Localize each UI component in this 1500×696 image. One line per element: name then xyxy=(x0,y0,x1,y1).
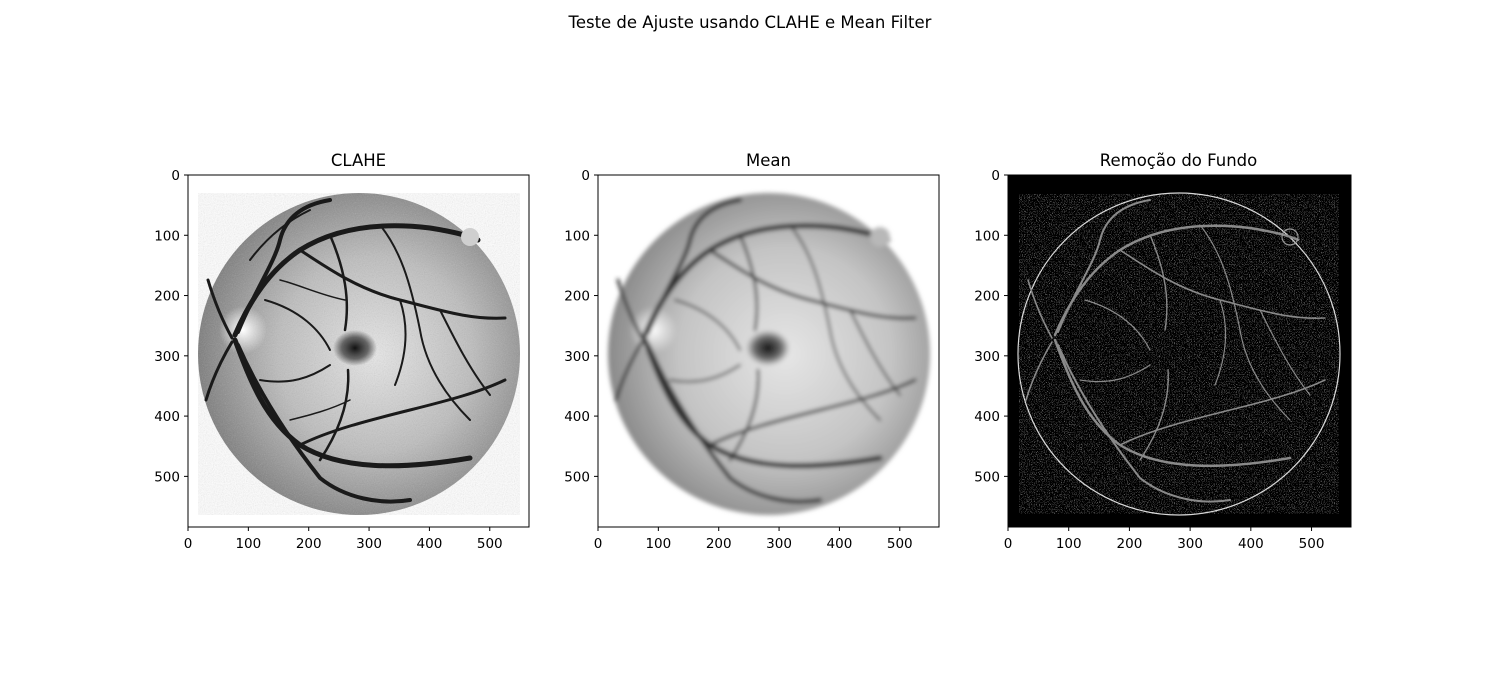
x-tick-label: 500 xyxy=(1299,536,1325,552)
axes-frame-mean xyxy=(597,174,940,528)
y-tick-label: 300 xyxy=(974,349,1000,365)
panel-title-background-removal: Remoção do Fundo xyxy=(1100,151,1257,170)
fovea xyxy=(746,330,790,366)
lesion-spot xyxy=(870,227,890,247)
axes-frame-clahe xyxy=(187,174,530,528)
y-tick-label: 300 xyxy=(564,349,590,365)
y-tick-label: 200 xyxy=(154,289,180,305)
y-ticks-mean: 0 100 200 300 400 500 xyxy=(564,168,598,485)
y-tick-label: 400 xyxy=(564,409,590,425)
x-tick-label: 400 xyxy=(417,536,443,552)
y-tick-label: 100 xyxy=(974,228,1000,244)
y-tick-label: 0 xyxy=(991,168,1000,184)
y-tick-label: 400 xyxy=(974,409,1000,425)
x-tick-label: 0 xyxy=(1004,536,1013,552)
x-tick-label: 300 xyxy=(1177,536,1203,552)
y-tick-label: 200 xyxy=(564,289,590,305)
x-tick-label: 300 xyxy=(766,536,792,552)
x-tick-label: 400 xyxy=(827,536,853,552)
x-tick-label: 400 xyxy=(1238,536,1264,552)
y-ticks-clahe: 0 100 200 300 400 500 xyxy=(154,168,188,485)
y-tick-label: 100 xyxy=(154,228,180,244)
panel-clahe: CLAHE xyxy=(154,151,530,552)
panel-title-clahe: CLAHE xyxy=(331,151,386,170)
x-tick-label: 200 xyxy=(706,536,732,552)
x-tick-label: 200 xyxy=(1117,536,1143,552)
y-tick-label: 200 xyxy=(974,289,1000,305)
panel-title-mean: Mean xyxy=(746,151,791,170)
y-tick-label: 400 xyxy=(154,409,180,425)
x-ticks-clahe: 0 100 200 300 400 500 xyxy=(184,527,503,552)
fundus-image-mean xyxy=(608,193,930,515)
y-tick-label: 500 xyxy=(974,469,1000,485)
vessel-network xyxy=(1025,199,1326,503)
x-tick-label: 200 xyxy=(296,536,322,552)
axes-frame-background-removal xyxy=(1007,174,1352,528)
x-tick-label: 0 xyxy=(184,536,193,552)
fovea xyxy=(333,330,377,366)
x-tick-label: 0 xyxy=(594,536,603,552)
y-tick-label: 500 xyxy=(154,469,180,485)
y-tick-label: 100 xyxy=(564,228,590,244)
vessel-network xyxy=(204,198,507,504)
x-tick-label: 100 xyxy=(645,536,671,552)
x-tick-label: 500 xyxy=(887,536,913,552)
x-ticks-background-removal: 0 100 200 300 400 500 xyxy=(1004,527,1325,552)
vessel-network xyxy=(614,198,917,504)
fundus-image-clahe xyxy=(198,193,520,515)
panel-mean: Mean 0 10 xyxy=(564,151,940,552)
x-ticks-mean: 0 100 200 300 400 500 xyxy=(594,527,913,552)
y-tick-label: 0 xyxy=(171,168,180,184)
y-tick-label: 500 xyxy=(564,469,590,485)
y-tick-label: 0 xyxy=(581,168,590,184)
retina-rim xyxy=(1017,192,1341,516)
lesion-spot xyxy=(1281,228,1299,246)
y-tick-label: 300 xyxy=(154,349,180,365)
x-tick-label: 300 xyxy=(356,536,382,552)
x-tick-label: 100 xyxy=(235,536,261,552)
y-ticks-background-removal: 0 100 200 300 400 500 xyxy=(974,168,1008,485)
retina-speckle xyxy=(1019,194,1339,514)
fundus-image-background-removal xyxy=(1017,192,1341,516)
x-tick-label: 500 xyxy=(477,536,503,552)
panel-background-removal: Remoção do Fundo xyxy=(974,151,1352,552)
x-tick-label: 100 xyxy=(1056,536,1082,552)
figure-suptitle: Teste de Ajuste usando CLAHE e Mean Filt… xyxy=(568,13,932,32)
lesion-spot xyxy=(461,228,479,246)
